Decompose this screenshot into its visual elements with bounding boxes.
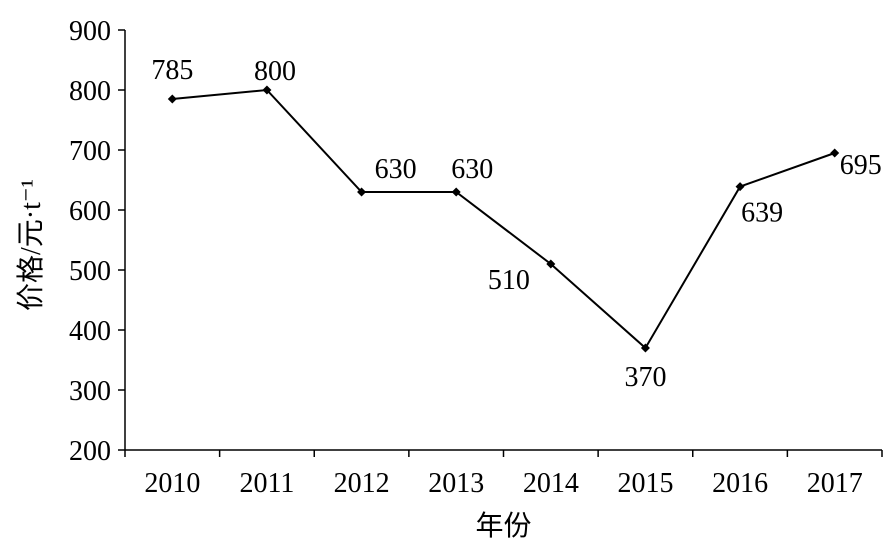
x-tick-label: 2015 — [617, 468, 673, 499]
y-tick-label: 200 — [69, 436, 111, 467]
x-tick-label: 2017 — [807, 468, 863, 499]
y-tick-label: 500 — [69, 256, 111, 287]
x-tick-label: 2010 — [144, 468, 200, 499]
data-point-marker — [546, 259, 556, 269]
data-label: 630 — [375, 154, 417, 185]
data-point-marker — [735, 182, 745, 192]
data-label: 695 — [840, 150, 882, 181]
data-point-marker — [167, 94, 177, 104]
x-tick-label: 2012 — [334, 468, 390, 499]
x-axis-ticks: 2010 2011 2012 2013 2014 2015 2016 2017 — [124, 450, 883, 499]
y-tick-label: 800 — [69, 76, 111, 107]
series-group — [167, 85, 840, 353]
y-tick-label: 400 — [69, 316, 111, 347]
data-point-marker — [262, 85, 272, 95]
x-tick-label: 2014 — [523, 468, 579, 499]
y-tick-label: 300 — [69, 376, 111, 407]
x-tick-label: 2016 — [712, 468, 768, 499]
data-label: 800 — [254, 56, 296, 87]
y-axis-title: 价格/元·t⁻¹ — [15, 179, 47, 311]
data-label: 510 — [488, 265, 530, 296]
data-label: 630 — [451, 154, 493, 185]
data-labels-group: 785 800 630 630 510 370 639 695 — [151, 55, 881, 393]
series-line — [172, 88, 836, 350]
data-point-marker — [830, 148, 840, 158]
y-tick-label: 600 — [69, 196, 111, 227]
x-tick-label: 2013 — [428, 468, 484, 499]
y-tick-label: 700 — [69, 136, 111, 167]
x-axis-title: 年份 — [475, 510, 531, 542]
data-point-marker — [357, 187, 367, 197]
data-point-marker — [451, 187, 461, 197]
data-label: 370 — [624, 362, 666, 393]
data-point-marker — [640, 343, 650, 353]
data-label: 785 — [151, 55, 193, 86]
data-label: 639 — [741, 198, 783, 229]
y-tick-label: 900 — [69, 16, 111, 47]
x-tick-label: 2011 — [239, 468, 294, 499]
y-axis-ticks: 200 300 400 500 600 700 800 900 — [69, 16, 125, 467]
